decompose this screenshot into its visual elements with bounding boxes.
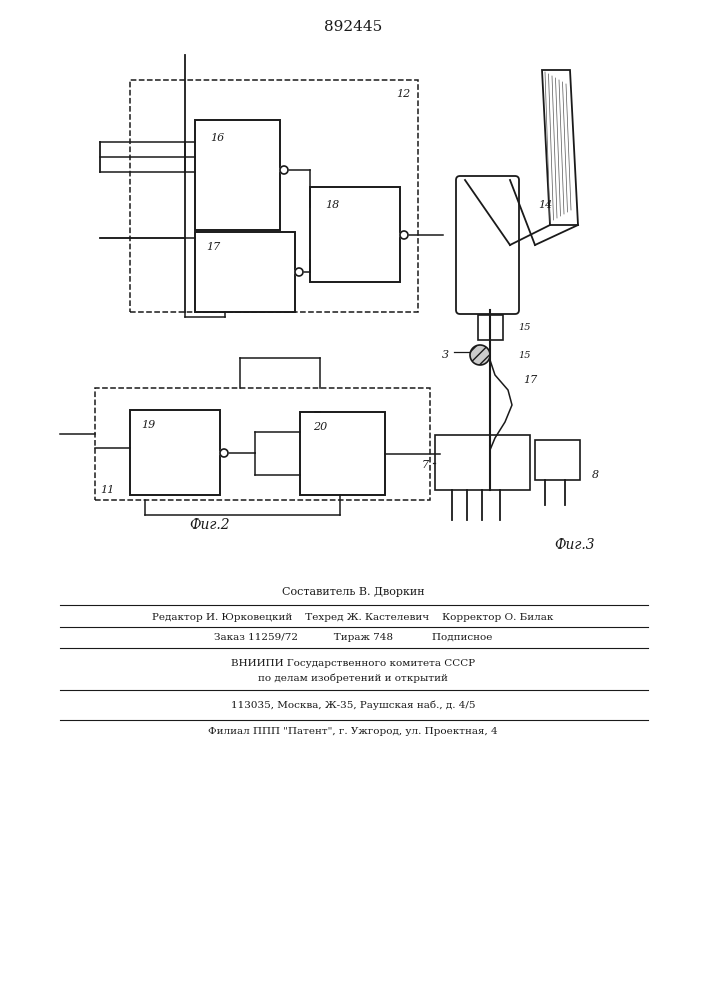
Text: Заказ 11259/72           Тираж 748            Подписное: Заказ 11259/72 Тираж 748 Подписное [214, 634, 492, 643]
Bar [478, 315, 503, 340]
Text: 113035, Москва, Ж-35, Раушская наб., д. 4/5: 113035, Москва, Ж-35, Раушская наб., д. … [230, 700, 475, 710]
FancyBboxPatch shape [456, 176, 519, 314]
Bar [130, 410, 220, 495]
Circle shape [400, 231, 408, 239]
Text: 12: 12 [396, 89, 410, 99]
Bar [300, 412, 385, 495]
Bar [310, 187, 400, 282]
Circle shape [220, 449, 228, 457]
Text: 8: 8 [592, 470, 599, 480]
Text: по делам изобретений и открытий: по делам изобретений и открытий [258, 673, 448, 683]
Circle shape [295, 268, 303, 276]
Bar [195, 232, 295, 312]
Polygon shape [542, 70, 578, 225]
Text: 17: 17 [523, 375, 537, 385]
Text: Фиг.2: Фиг.2 [189, 518, 230, 532]
Text: 14: 14 [538, 200, 552, 210]
Text: 20: 20 [313, 422, 327, 432]
Text: 892445: 892445 [324, 20, 382, 34]
Text: Составитель В. Дворкин: Составитель В. Дворкин [281, 587, 424, 597]
Text: Редактор И. Юрковецкий    Техред Ж. Кастелевич    Корректор О. Билак: Редактор И. Юрковецкий Техред Ж. Кастеле… [152, 613, 554, 622]
Text: 11: 11 [100, 485, 114, 495]
Text: 19: 19 [141, 420, 155, 430]
Text: 15: 15 [519, 324, 531, 332]
Bar [95, 388, 430, 500]
Circle shape [470, 345, 490, 365]
Text: 16: 16 [210, 133, 224, 143]
Bar [130, 80, 418, 312]
Circle shape [280, 166, 288, 174]
Text: 7: 7 [421, 460, 428, 470]
Bar [535, 440, 580, 480]
Text: ВНИИПИ Государственного комитета СССР: ВНИИПИ Государственного комитета СССР [231, 658, 475, 668]
Text: 3: 3 [441, 350, 448, 360]
Text: Филиал ППП "Патент", г. Ужгород, ул. Проектная, 4: Филиал ППП "Патент", г. Ужгород, ул. Про… [208, 728, 498, 736]
Text: Фиг.3: Фиг.3 [555, 538, 595, 552]
Bar [195, 120, 280, 230]
Text: 18: 18 [325, 200, 339, 210]
Text: 15: 15 [519, 351, 531, 360]
Text: 17: 17 [206, 242, 220, 252]
Bar [435, 435, 530, 490]
